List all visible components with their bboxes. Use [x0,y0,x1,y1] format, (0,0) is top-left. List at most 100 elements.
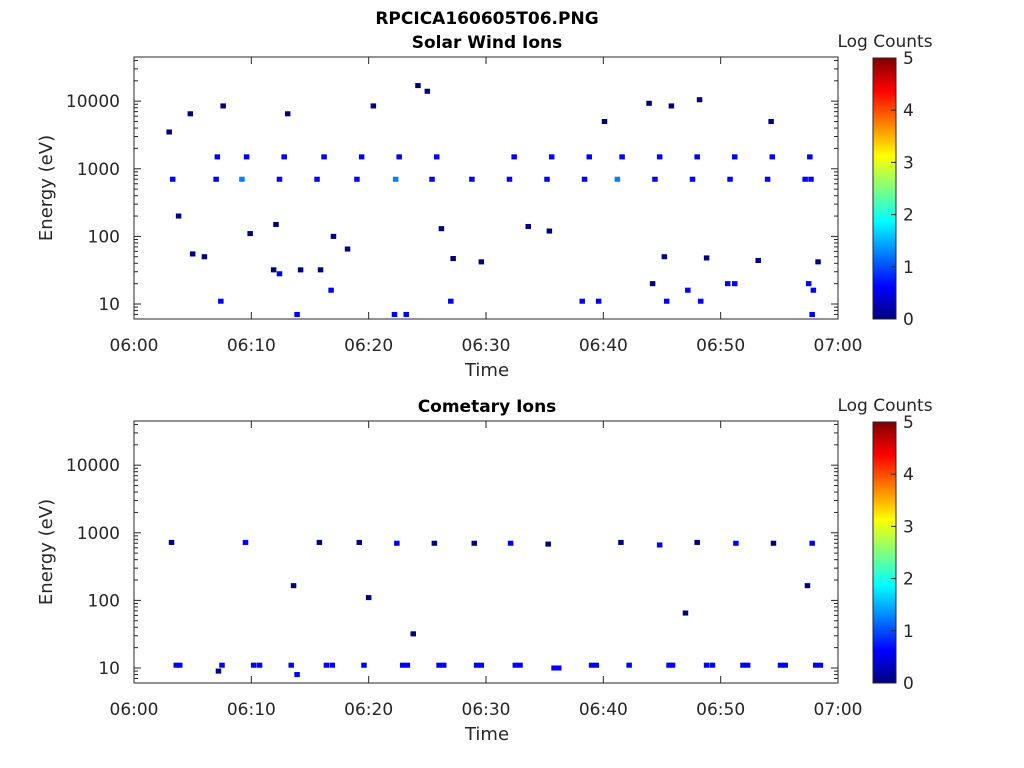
colorbar-tick-label: 3 [903,517,914,537]
heatmap-cell [545,541,551,547]
heatmap-cell [586,154,592,160]
panel-cometary: Cometary Ions 06:00 06:10 06:20 06:30 06:40 0… [36,396,933,745]
x-tick-label: 06:00 [110,700,159,720]
heatmap-cell [694,154,700,160]
x-tick-label: 06:30 [462,336,511,356]
heatmap-cell [668,103,675,109]
heatmap-cell [744,662,751,668]
x-tick-label: 06:00 [110,336,159,356]
heatmap-cell [697,298,704,304]
cells-solar-wind [166,83,821,317]
heatmap-cell [243,154,250,160]
ylabel-solar-wind: Energy (eV) [36,135,57,241]
heatmap-cell [220,103,226,109]
x-axis-solar-wind: 06:00 06:10 06:20 06:30 06:40 06:50 07:00 [110,57,863,356]
colorbar-solar-wind [872,57,897,320]
heatmap-cell [187,111,194,117]
figure-filename: RPCICA160605T06.PNG [375,9,598,29]
heatmap-cell [270,267,277,273]
heatmap-cell [399,662,406,668]
heatmap-cell [804,583,811,589]
heatmap-cell [618,539,624,545]
x-tick-label: 06:50 [696,336,745,356]
heatmap-cell [391,311,398,317]
heatmap-cell [281,154,287,160]
colorbar-tick-label: 0 [903,674,914,694]
y-axis-solar-wind: 10 100 1000 10000 [66,59,838,320]
heatmap-cell [809,311,815,317]
heatmap-cell [646,100,652,106]
heatmap-cell [656,154,663,160]
heatmap-cell [812,662,819,668]
heatmap-cell [218,298,224,304]
colorbar-cometary [872,421,897,684]
heatmap-cell [517,662,523,668]
heatmap-cell [685,287,691,293]
heatmap-cell [733,540,739,546]
heatmap-cell [732,281,738,287]
heatmap-cell [507,540,514,546]
heatmap-cell [215,668,222,674]
heatmap-cell [396,154,402,160]
heatmap-cell [506,176,513,182]
heatmap-cell [356,539,363,545]
heatmap-cell [727,176,733,182]
heatmap-cell [173,662,179,668]
heatmap-cell [273,221,279,228]
panel-solar-wind: Solar Wind Ions 06:00 06:10 06:20 06:30 06:4… [36,32,933,381]
heatmap-cell [168,539,175,545]
heatmap-cell [764,176,771,182]
heatmap-cell [548,154,555,160]
heatmap-cell [441,662,447,668]
heatmap-cell [394,540,400,546]
heatmap-cell [450,256,456,262]
heatmap-cell [768,118,774,125]
heatmap-cell [201,254,208,260]
heatmap-cell [525,223,531,230]
heatmap-cell [361,662,367,668]
heatmap-cell [344,246,351,252]
heatmap-cell [619,154,625,160]
heatmap-cell [601,118,608,125]
heatmap-cell [724,281,731,287]
heatmap-cell [471,540,478,546]
heatmap-cell [354,176,360,182]
panel-title-cometary: Cometary Ions [418,397,557,417]
heatmap-cell [429,176,435,182]
y-tick-label: 10 [98,659,120,679]
heatmap-cell [588,662,595,668]
colorbar-tick-label: 3 [903,153,914,173]
heatmap-cell [284,111,291,117]
heatmap-cell [755,257,761,264]
heatmap-cell [740,662,746,668]
heatmap-cell [666,662,672,668]
heatmap-cell [177,662,183,668]
x-tick-label: 06:50 [696,700,745,720]
heatmap-cell [652,176,658,182]
heatmap-cell [656,542,663,548]
heatmap-cell [239,176,245,182]
heatmap-cell [703,255,710,261]
panel-title-solar-wind: Solar Wind Ions [412,33,563,53]
heatmap-cell [314,176,320,182]
heatmap-cell [330,233,337,239]
heatmap-cell [808,176,814,182]
heatmap-cell [365,595,372,601]
x-tick-label: 06:10 [227,336,276,356]
heatmap-cell [682,610,689,616]
heatmap-cell [815,259,821,265]
heatmap-cell [436,662,442,668]
heatmap-cell [415,83,421,89]
heatmap-cell [626,662,632,668]
heatmap-cell [431,540,438,546]
heatmap-cell [663,298,670,304]
heatmap-cell [175,213,182,219]
plot-area-cometary [134,421,838,683]
heatmap-cell [438,226,445,232]
heatmap-cell [478,259,485,265]
x-tick-label: 06:40 [579,700,628,720]
heatmap-cell [593,662,600,668]
colorbar-tick-label: 0 [903,310,914,330]
heatmap-cell [370,103,377,109]
heatmap-cell [424,88,431,94]
